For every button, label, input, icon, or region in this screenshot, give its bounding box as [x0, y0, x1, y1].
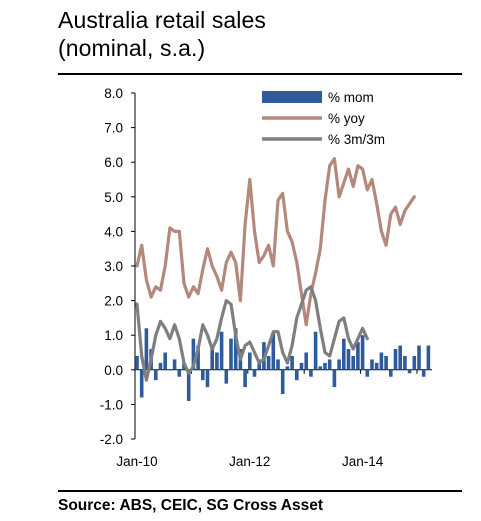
- y-tick-label: 8.0: [104, 86, 123, 101]
- mom-bar: [186, 369, 191, 401]
- chart-title-line1: Australia retail sales: [58, 7, 267, 33]
- mom-bar: [389, 369, 393, 377]
- mom-bar: [365, 369, 370, 377]
- x-tick-label: Jan-14: [342, 454, 384, 469]
- chart-title: Australia retail sales (nominal, s.a.): [58, 6, 266, 62]
- mom-bar: [210, 349, 214, 370]
- mom-bar: [384, 355, 388, 370]
- mom-bar: [177, 369, 182, 377]
- mom-bar: [360, 335, 365, 370]
- legend-label-yoy: % yoy: [328, 111, 365, 126]
- mom-bar: [271, 331, 276, 370]
- mom-bar: [276, 359, 280, 370]
- y-tick-label: -2.0: [100, 432, 123, 447]
- x-tick-label: Jan-12: [229, 454, 270, 469]
- mom-bar: [201, 369, 205, 381]
- mom-bar: [332, 369, 337, 388]
- mom-bar: [351, 355, 355, 370]
- mom-bar: [248, 352, 252, 370]
- mom-bar: [229, 338, 233, 370]
- legend-label-mom: % mom: [328, 90, 374, 105]
- mom-bar: [393, 349, 398, 370]
- mom-bar: [135, 355, 139, 370]
- mom-bar: [407, 369, 412, 374]
- mom-bar: [172, 359, 177, 370]
- mom-bar: [158, 362, 163, 370]
- mom-bar: [346, 349, 351, 370]
- y-tick-label: 2.0: [104, 294, 123, 309]
- mom-bar: [304, 352, 308, 370]
- yoy-line: [135, 157, 416, 327]
- mom-bar: [295, 369, 299, 381]
- y-tick-label: 0.0: [104, 363, 123, 378]
- mom-bar: [337, 359, 341, 370]
- legend-swatch-mom: [262, 91, 322, 103]
- y-tick-label: 4.0: [104, 224, 123, 239]
- source-note: Source: ABS, CEIC, SG Cross Asset: [58, 497, 324, 514]
- bottom-rule: [58, 490, 462, 492]
- mom-bar: [342, 338, 346, 370]
- mom-bar: [327, 359, 332, 370]
- x-tick-label: Jan-10: [116, 454, 157, 469]
- mom-bar: [215, 352, 219, 370]
- mom-bar: [252, 369, 257, 377]
- y-tick-label: 6.0: [104, 155, 123, 170]
- mom-bar: [257, 359, 261, 370]
- y-tick-label: 5.0: [104, 190, 123, 205]
- mom-bar: [313, 331, 318, 370]
- mom-bar: [168, 369, 172, 371]
- mom-bar: [224, 369, 229, 384]
- mom-bar: [280, 369, 285, 395]
- mom-bar: [144, 328, 149, 370]
- y-tick-label: 1.0: [104, 328, 123, 343]
- mom-bar: [154, 369, 158, 381]
- mom-bar: [139, 369, 144, 398]
- mom-bar: [370, 359, 374, 370]
- chart-area: 8.0 7.0 6.0 5.0 4.0 3.0 2.0 1.0 0.0 -1.0 -2.0 Jan-1…: [100, 86, 432, 469]
- mom-bar: [219, 331, 224, 370]
- mom-bar: [421, 369, 426, 377]
- mom-bar: [266, 355, 271, 370]
- y-tick-label: 7.0: [104, 121, 123, 136]
- chart-title-line2: (nominal, s.a.): [58, 35, 206, 61]
- top-rule: [58, 73, 462, 75]
- mom-bar: [191, 338, 196, 370]
- mom-bar: [398, 345, 402, 370]
- mom-bar: [196, 345, 200, 370]
- mom-bar: [403, 355, 407, 370]
- mom-bar: [309, 369, 313, 377]
- mom-bar: [299, 362, 304, 370]
- mom-bar: [318, 366, 323, 370]
- mom-bar: [323, 362, 327, 370]
- mom-bar: [233, 328, 238, 370]
- mom-bar: [205, 369, 210, 388]
- mom-bar: [374, 362, 379, 370]
- legend-label-m3m3: % 3m/3m: [328, 132, 385, 147]
- mom-bar: [412, 355, 417, 370]
- m3m3-line: [135, 285, 369, 382]
- mom-bar: [285, 366, 290, 370]
- mom-bar: [379, 352, 384, 370]
- mom-bar: [163, 352, 167, 370]
- mom-bar: [243, 369, 247, 388]
- y-tick-label: 3.0: [104, 259, 123, 274]
- mom-bar: [290, 355, 294, 370]
- y-tick-label: -1.0: [100, 397, 123, 412]
- mom-bar: [417, 345, 421, 370]
- mom-bar: [426, 345, 431, 370]
- mom-bar: [356, 342, 360, 370]
